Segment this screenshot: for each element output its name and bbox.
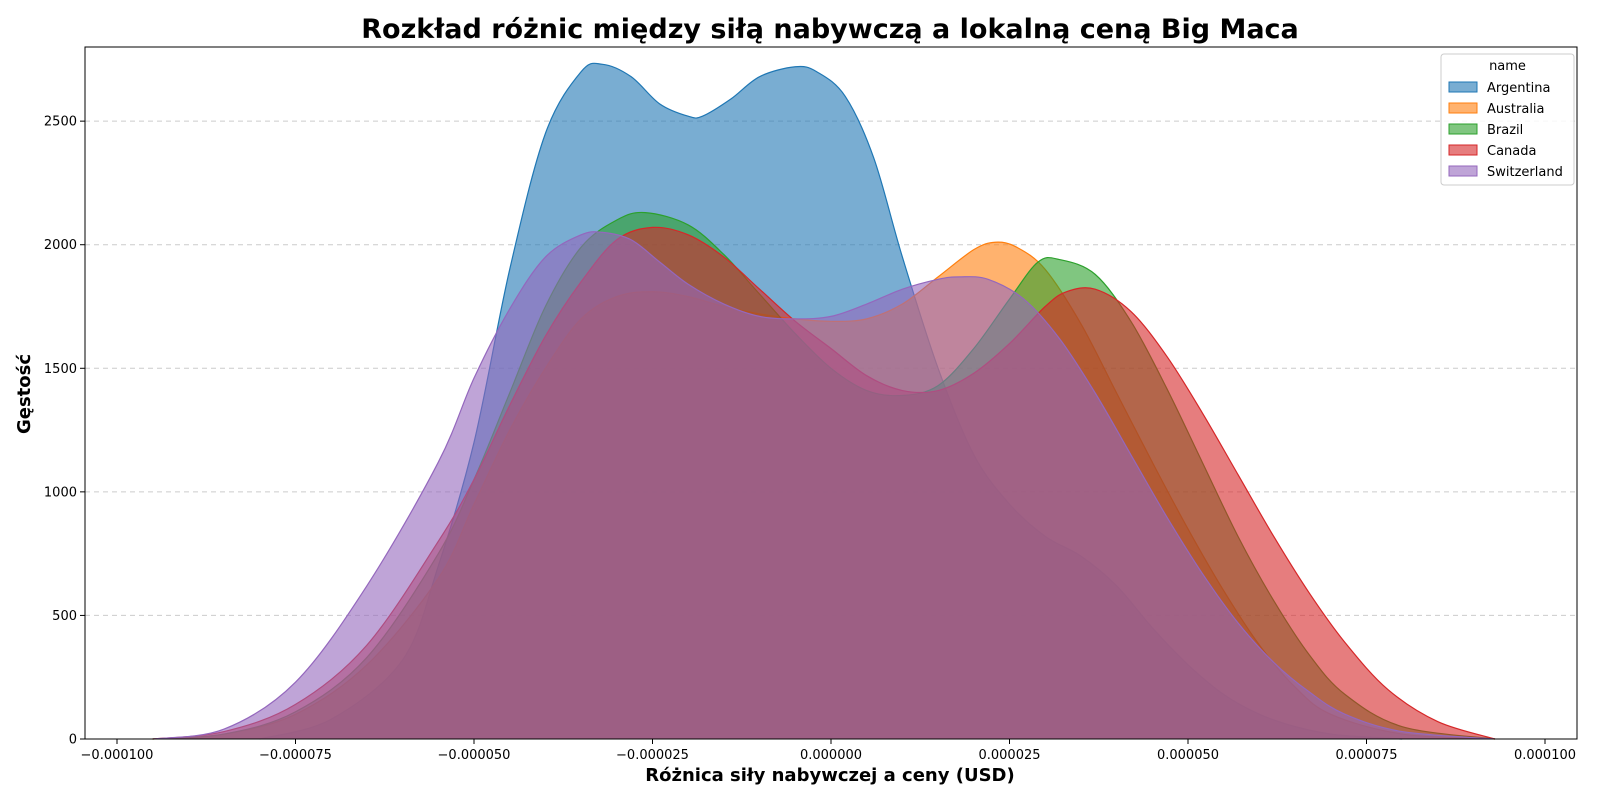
- x-tick-label: 0.000000: [800, 748, 862, 763]
- line-switzerland: [152, 231, 1496, 740]
- grid-lines: [85, 120, 1577, 616]
- x-tick-label: 0.000025: [978, 748, 1040, 763]
- x-tick-label: −0.000075: [259, 748, 332, 763]
- legend-label-canada: Canada: [1487, 144, 1536, 159]
- x-tick-label: 0.000075: [1335, 748, 1397, 763]
- legend-swatch-argentina: [1448, 81, 1478, 93]
- y-axis-label: Gęstość: [14, 354, 35, 434]
- y-tick-label: 2500: [44, 115, 77, 130]
- x-tick-label: −0.000100: [81, 748, 154, 763]
- area-switzerland: [152, 231, 1496, 740]
- legend-title: name: [1489, 59, 1526, 74]
- legend-swatch-brazil: [1448, 123, 1478, 135]
- legend-label-australia: Australia: [1487, 102, 1545, 117]
- legend-label-switzerland: Switzerland: [1487, 165, 1563, 180]
- y-tick-label: 1500: [44, 362, 77, 377]
- chart-title: Rozkład różnic między siłą nabywczą a lo…: [361, 14, 1299, 45]
- series-areas: [152, 62, 1496, 740]
- x-axis-label: Różnica siły nabywczej a ceny (USD): [645, 765, 1014, 786]
- y-tick-label: 1000: [44, 485, 77, 500]
- y-tick-label: 0: [69, 733, 77, 748]
- legend-items: Argentina Australia Brazil Canada Switzerlan…: [1448, 81, 1563, 180]
- x-tick-label: 0.000100: [1514, 748, 1576, 763]
- x-tick-label: −0.000050: [438, 748, 511, 763]
- legend-label-brazil: Brazil: [1487, 123, 1523, 138]
- x-tick-label: 0.000050: [1157, 748, 1219, 763]
- legend-swatch-canada: [1448, 144, 1478, 156]
- x-tick-label: −0.000025: [616, 748, 689, 763]
- legend-swatch-switzerland: [1448, 165, 1478, 177]
- y-tick-label: 500: [52, 609, 77, 624]
- y-tick-label: 2000: [44, 238, 77, 253]
- y-axis: 0 500 1000 1500 2000 2500: [44, 115, 85, 748]
- legend-swatch-australia: [1448, 102, 1478, 114]
- legend-label-argentina: Argentina: [1487, 81, 1550, 96]
- legend: name Argentina Australia Brazil Canada Switz…: [1440, 53, 1575, 186]
- x-axis: −0.000100 −0.000075 −0.000050 −0.000025 0.00…: [81, 739, 1576, 763]
